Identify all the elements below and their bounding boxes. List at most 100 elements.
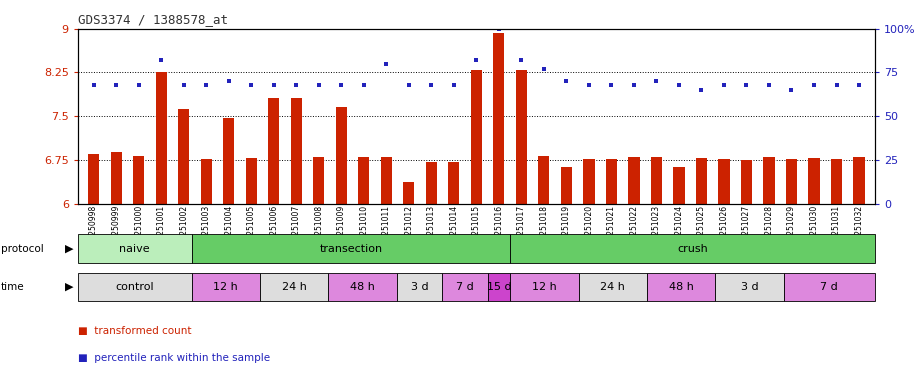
Bar: [156, 73, 167, 384]
Bar: [605, 159, 617, 384]
Bar: [763, 157, 775, 384]
Bar: [335, 108, 347, 384]
Point: [199, 82, 213, 88]
Point: [469, 57, 484, 63]
Bar: [381, 157, 392, 384]
Text: 24 h: 24 h: [282, 282, 307, 292]
Text: 12 h: 12 h: [532, 282, 557, 292]
Bar: [647, 273, 715, 301]
Bar: [268, 98, 279, 384]
Bar: [784, 273, 875, 301]
Bar: [397, 273, 442, 301]
Bar: [628, 157, 639, 384]
Point: [446, 82, 461, 88]
Bar: [88, 154, 99, 384]
Point: [829, 82, 844, 88]
Point: [109, 82, 124, 88]
Point: [514, 57, 529, 63]
Bar: [448, 162, 460, 384]
Point: [649, 78, 664, 84]
Point: [492, 26, 507, 32]
Text: protocol: protocol: [1, 243, 44, 254]
Text: 12 h: 12 h: [213, 282, 238, 292]
Point: [852, 82, 867, 88]
Bar: [178, 109, 190, 384]
Bar: [831, 159, 842, 384]
Text: ▶: ▶: [65, 282, 73, 292]
Bar: [426, 162, 437, 384]
Bar: [487, 273, 510, 301]
Point: [86, 82, 101, 88]
Point: [379, 61, 394, 67]
Point: [671, 82, 686, 88]
Bar: [579, 273, 647, 301]
Text: 15 d: 15 d: [486, 282, 511, 292]
Point: [694, 87, 709, 93]
Bar: [808, 158, 820, 384]
Bar: [403, 182, 414, 384]
Point: [739, 82, 754, 88]
Point: [222, 78, 236, 84]
Text: GDS3374 / 1388578_at: GDS3374 / 1388578_at: [78, 13, 228, 26]
Point: [177, 82, 191, 88]
Bar: [245, 158, 256, 384]
Bar: [715, 273, 784, 301]
Bar: [673, 167, 684, 384]
Bar: [78, 234, 191, 263]
Point: [401, 82, 416, 88]
Point: [627, 82, 641, 88]
Text: 3 d: 3 d: [741, 282, 758, 292]
Bar: [493, 33, 505, 384]
Point: [289, 82, 303, 88]
Text: crush: crush: [677, 243, 708, 254]
Text: 24 h: 24 h: [601, 282, 626, 292]
Bar: [510, 234, 875, 263]
Bar: [260, 273, 328, 301]
Point: [537, 66, 551, 72]
Text: control: control: [115, 282, 154, 292]
Bar: [133, 156, 144, 384]
Bar: [510, 273, 579, 301]
Point: [582, 82, 596, 88]
Text: 48 h: 48 h: [350, 282, 375, 292]
Point: [267, 82, 281, 88]
Point: [807, 82, 822, 88]
Bar: [854, 157, 865, 384]
Point: [604, 82, 618, 88]
Text: 3 d: 3 d: [410, 282, 428, 292]
Bar: [650, 157, 662, 384]
Text: 48 h: 48 h: [669, 282, 693, 292]
Bar: [442, 273, 487, 301]
Bar: [313, 157, 324, 384]
Point: [131, 82, 146, 88]
Point: [559, 78, 573, 84]
Bar: [191, 273, 260, 301]
Point: [311, 82, 326, 88]
Text: ▶: ▶: [65, 243, 73, 254]
Point: [761, 82, 776, 88]
Text: 7 d: 7 d: [821, 282, 838, 292]
Bar: [328, 273, 397, 301]
Bar: [561, 167, 572, 384]
Bar: [201, 159, 212, 384]
Bar: [718, 159, 729, 384]
Bar: [191, 234, 510, 263]
Text: time: time: [1, 282, 25, 292]
Point: [244, 82, 258, 88]
Text: 7 d: 7 d: [456, 282, 474, 292]
Text: ■  percentile rank within the sample: ■ percentile rank within the sample: [78, 353, 270, 363]
Bar: [224, 118, 234, 384]
Point: [424, 82, 439, 88]
Bar: [516, 70, 527, 384]
Bar: [696, 158, 707, 384]
Bar: [111, 152, 122, 384]
Point: [356, 82, 371, 88]
Bar: [290, 98, 302, 384]
Bar: [78, 273, 191, 301]
Bar: [583, 159, 594, 384]
Text: transection: transection: [320, 243, 383, 254]
Point: [334, 82, 349, 88]
Point: [716, 82, 731, 88]
Bar: [471, 70, 482, 384]
Point: [154, 57, 169, 63]
